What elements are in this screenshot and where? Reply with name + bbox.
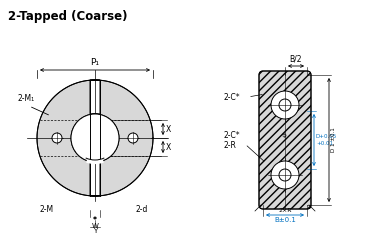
Circle shape xyxy=(71,114,119,162)
Text: P₁: P₁ xyxy=(91,58,100,67)
Text: X: X xyxy=(166,142,171,152)
Text: Y: Y xyxy=(93,228,97,234)
Text: D 1 ±0.1: D 1 ±0.1 xyxy=(331,128,336,152)
Text: 2-Tapped (Coarse): 2-Tapped (Coarse) xyxy=(8,10,128,23)
Text: 2-C*: 2-C* xyxy=(223,92,240,102)
Text: 2-M: 2-M xyxy=(39,205,53,214)
FancyBboxPatch shape xyxy=(259,71,311,209)
Text: B/2: B/2 xyxy=(290,54,302,63)
Circle shape xyxy=(271,91,299,119)
Circle shape xyxy=(128,133,138,143)
Text: X: X xyxy=(166,124,171,134)
Text: 2×R: 2×R xyxy=(278,208,292,213)
Text: W: W xyxy=(91,223,98,229)
Text: +0.01: +0.01 xyxy=(316,141,333,146)
Text: 2-C*: 2-C* xyxy=(223,130,240,140)
Polygon shape xyxy=(95,80,153,196)
Circle shape xyxy=(279,169,291,181)
Text: 2-R: 2-R xyxy=(223,140,236,149)
Text: 2-d: 2-d xyxy=(135,205,147,214)
Circle shape xyxy=(52,133,62,143)
Text: D+0.05: D+0.05 xyxy=(316,134,337,139)
Circle shape xyxy=(271,161,299,189)
Polygon shape xyxy=(37,80,95,196)
Text: B±0.1: B±0.1 xyxy=(274,217,296,223)
Text: 2-M₁: 2-M₁ xyxy=(17,94,34,103)
Circle shape xyxy=(279,99,291,111)
Text: ⌀: ⌀ xyxy=(281,132,288,139)
